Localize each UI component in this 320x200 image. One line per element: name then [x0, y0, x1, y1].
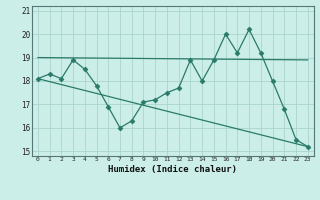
X-axis label: Humidex (Indice chaleur): Humidex (Indice chaleur) [108, 165, 237, 174]
